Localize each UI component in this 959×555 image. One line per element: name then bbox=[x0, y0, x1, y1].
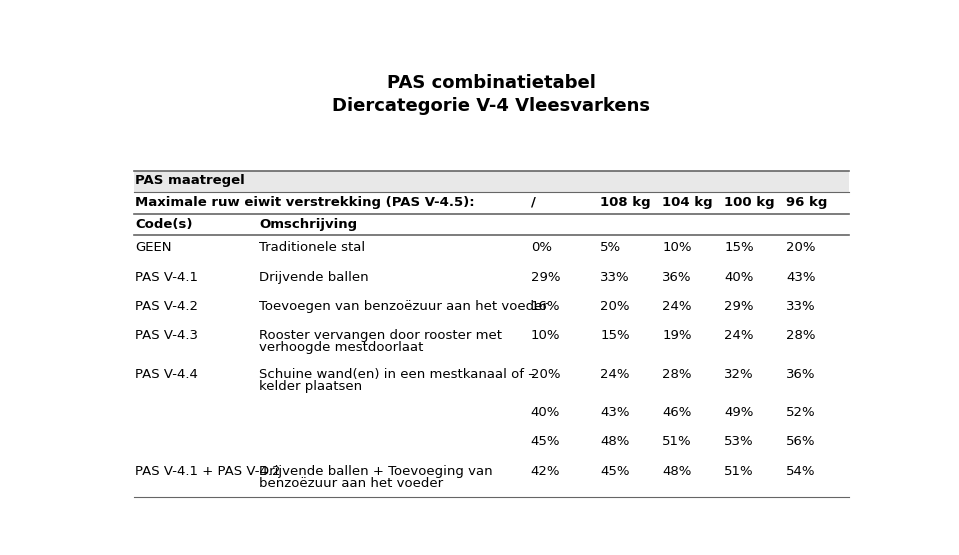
Text: 43%: 43% bbox=[786, 271, 816, 284]
Text: verhoogde mestdoorlaat: verhoogde mestdoorlaat bbox=[259, 341, 424, 355]
Text: 0%: 0% bbox=[530, 241, 551, 254]
Text: 43%: 43% bbox=[600, 406, 630, 419]
Text: kelder plaatsen: kelder plaatsen bbox=[259, 380, 363, 393]
Text: 49%: 49% bbox=[724, 406, 754, 419]
Text: PAS V-4.3: PAS V-4.3 bbox=[135, 329, 199, 342]
Bar bbox=[134, 170, 849, 192]
Text: 54%: 54% bbox=[786, 465, 816, 478]
Text: 20%: 20% bbox=[600, 300, 630, 313]
Text: GEEN: GEEN bbox=[135, 241, 172, 254]
Text: 20%: 20% bbox=[786, 241, 816, 254]
Text: 28%: 28% bbox=[786, 329, 816, 342]
Text: 40%: 40% bbox=[530, 406, 560, 419]
Text: 19%: 19% bbox=[663, 329, 691, 342]
Text: 32%: 32% bbox=[724, 367, 754, 381]
Text: 10%: 10% bbox=[663, 241, 691, 254]
Text: 20%: 20% bbox=[530, 367, 560, 381]
Text: 15%: 15% bbox=[724, 241, 754, 254]
Text: PAS V-4.1 + PAS V-4.2: PAS V-4.1 + PAS V-4.2 bbox=[135, 465, 281, 478]
Text: 46%: 46% bbox=[663, 406, 691, 419]
Text: 15%: 15% bbox=[600, 329, 630, 342]
Text: 29%: 29% bbox=[724, 300, 754, 313]
Text: 16%: 16% bbox=[530, 300, 560, 313]
Text: 36%: 36% bbox=[786, 367, 816, 381]
Text: Omschrijving: Omschrijving bbox=[259, 218, 358, 230]
Text: 29%: 29% bbox=[530, 271, 560, 284]
Text: 5%: 5% bbox=[600, 241, 621, 254]
Text: Code(s): Code(s) bbox=[135, 218, 193, 230]
Text: 104 kg: 104 kg bbox=[663, 196, 713, 209]
Text: PAS V-4.4: PAS V-4.4 bbox=[135, 367, 199, 381]
Text: 24%: 24% bbox=[663, 300, 691, 313]
Text: 100 kg: 100 kg bbox=[724, 196, 775, 209]
Text: 24%: 24% bbox=[600, 367, 630, 381]
Text: 51%: 51% bbox=[663, 436, 692, 448]
Text: 40%: 40% bbox=[724, 271, 754, 284]
Text: Diercategorie V-4 Vleesvarkens: Diercategorie V-4 Vleesvarkens bbox=[332, 97, 650, 115]
Text: 53%: 53% bbox=[724, 436, 754, 448]
Text: Traditionele stal: Traditionele stal bbox=[259, 241, 365, 254]
Text: PAS V-4.1: PAS V-4.1 bbox=[135, 271, 199, 284]
Text: Schuine wand(en) in een mestkanaal of –: Schuine wand(en) in een mestkanaal of – bbox=[259, 367, 535, 381]
Text: 51%: 51% bbox=[724, 465, 754, 478]
Text: 24%: 24% bbox=[724, 329, 754, 342]
Text: 42%: 42% bbox=[530, 465, 560, 478]
Text: 33%: 33% bbox=[600, 271, 630, 284]
Text: 45%: 45% bbox=[530, 436, 560, 448]
Text: 96 kg: 96 kg bbox=[786, 196, 828, 209]
Text: Rooster vervangen door rooster met: Rooster vervangen door rooster met bbox=[259, 329, 503, 342]
Text: 28%: 28% bbox=[663, 367, 691, 381]
Text: 56%: 56% bbox=[786, 436, 816, 448]
Text: /: / bbox=[530, 196, 535, 209]
Text: PAS V-4.2: PAS V-4.2 bbox=[135, 300, 199, 313]
Text: 108 kg: 108 kg bbox=[600, 196, 651, 209]
Text: 48%: 48% bbox=[663, 465, 691, 478]
Text: PAS maatregel: PAS maatregel bbox=[135, 174, 246, 188]
Text: 33%: 33% bbox=[786, 300, 816, 313]
Text: Drijvende ballen: Drijvende ballen bbox=[259, 271, 369, 284]
Text: 36%: 36% bbox=[663, 271, 691, 284]
Text: PAS combinatietabel: PAS combinatietabel bbox=[386, 74, 596, 92]
Text: Maximale ruw eiwit verstrekking (PAS V-4.5):: Maximale ruw eiwit verstrekking (PAS V-4… bbox=[135, 196, 475, 209]
Text: benzoëzuur aan het voeder: benzoëzuur aan het voeder bbox=[259, 477, 443, 490]
Text: 45%: 45% bbox=[600, 465, 630, 478]
Text: 52%: 52% bbox=[786, 406, 816, 419]
Text: Drijvende ballen + Toevoeging van: Drijvende ballen + Toevoeging van bbox=[259, 465, 493, 478]
Text: Toevoegen van benzoëzuur aan het voeder: Toevoegen van benzoëzuur aan het voeder bbox=[259, 300, 549, 313]
Text: 10%: 10% bbox=[530, 329, 560, 342]
Text: 48%: 48% bbox=[600, 436, 630, 448]
